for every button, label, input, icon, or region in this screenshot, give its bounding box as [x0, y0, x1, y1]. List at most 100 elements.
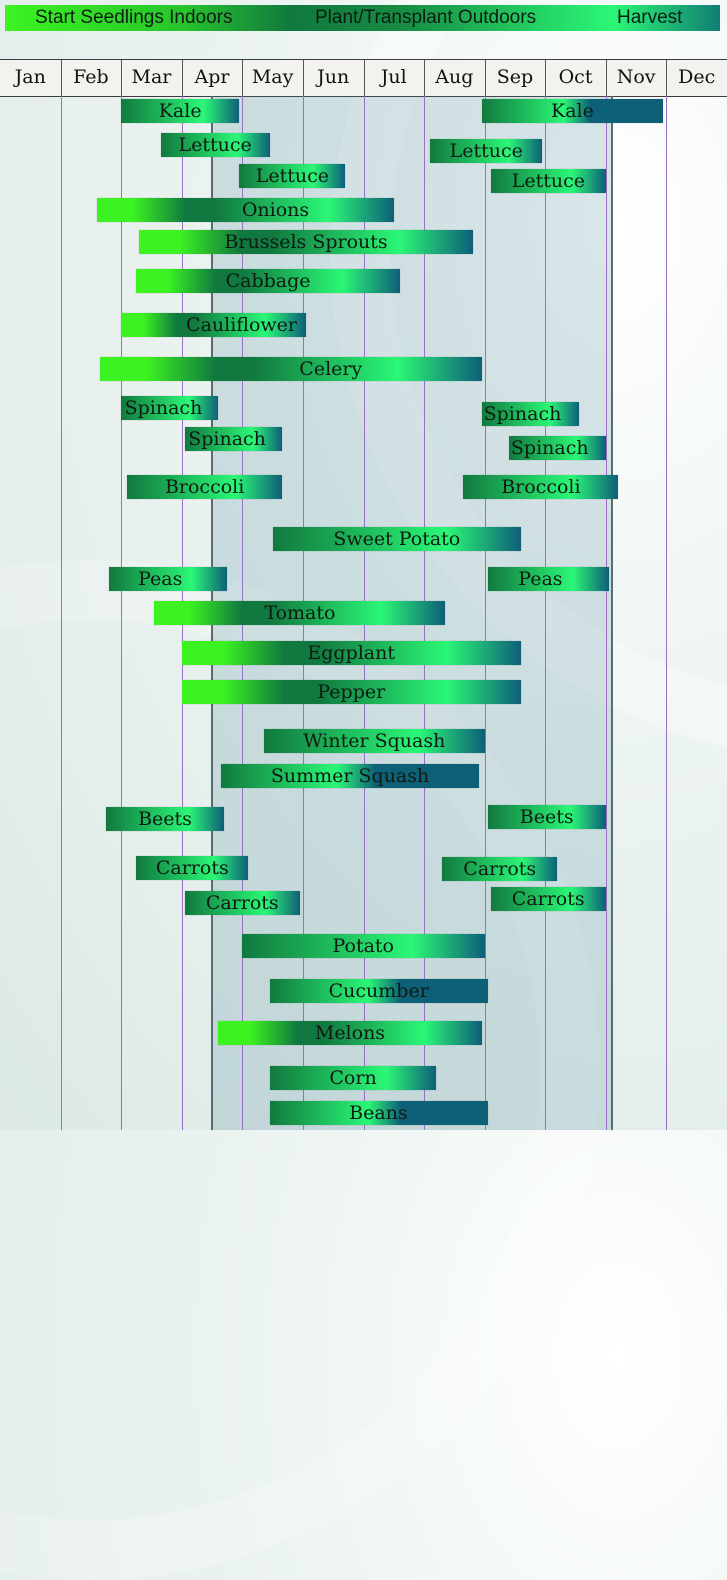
- month-label-jun: Jun: [317, 66, 350, 88]
- crop-bar-winter-squash: Winter Squash: [263, 729, 485, 753]
- month-header: Jan Feb Mar Apr May Jun Jul Aug Sep Oct Nov Dec: [0, 59, 727, 97]
- crop-bar-label: Peas: [518, 568, 563, 590]
- legend-harvest-label: Harvest: [617, 7, 683, 28]
- crop-bar-label: Lettuce: [511, 170, 586, 192]
- crop-bar-label: Lettuce: [255, 165, 330, 187]
- crop-bar-label: Spinach: [483, 403, 562, 425]
- crop-bar-label: Lettuce: [178, 134, 252, 156]
- month-divider: [364, 60, 365, 96]
- crop-bar-label: Melons: [314, 1022, 386, 1044]
- crop-bar-label: Spinach: [124, 397, 203, 419]
- month-label-apr: Apr: [194, 66, 230, 88]
- crop-bar-kale: Kale: [481, 99, 664, 123]
- crop-bar-carrots: Carrots: [136, 856, 249, 880]
- crop-bar-broccoli: Broccoli: [127, 475, 282, 499]
- crop-bar-eggplant: Eggplant: [181, 641, 522, 665]
- crop-bar-label: Corn: [329, 1067, 377, 1089]
- month-label-dec: Dec: [678, 66, 716, 88]
- legend-plant-label: Plant/Transplant Outdoors: [315, 7, 537, 28]
- month-divider: [485, 60, 486, 96]
- crop-bar-lettuce: Lettuce: [430, 139, 543, 163]
- crop-bar-label: Broccoli: [164, 476, 245, 498]
- month-label-sep: Sep: [496, 66, 534, 88]
- crop-bar-spinach: Spinach: [121, 396, 219, 420]
- crop-bar-carrots: Carrots: [442, 857, 558, 881]
- month-grid-line: [545, 96, 546, 1130]
- crop-bar-carrots: Carrots: [490, 887, 606, 911]
- crop-bar-lettuce: Lettuce: [490, 169, 606, 193]
- crop-bar-melons: Melons: [218, 1021, 482, 1045]
- crop-bar-label: Tomato: [264, 602, 336, 624]
- crop-bar-label: Sweet Potato: [333, 528, 461, 550]
- crop-bar-label: Cauliflower: [186, 314, 297, 336]
- month-grid-line: [485, 96, 486, 1130]
- month-label-oct: Oct: [558, 66, 593, 88]
- crop-bar-carrots: Carrots: [184, 891, 300, 915]
- crop-bar-label: Lettuce: [449, 140, 523, 162]
- crop-bar-cauliflower: Cauliflower: [121, 313, 306, 337]
- month-divider: [666, 60, 667, 96]
- crop-bar-brussels-sprouts: Brussels Sprouts: [139, 230, 473, 254]
- crop-bar-label: Celery: [299, 358, 363, 380]
- crop-bar-cabbage: Cabbage: [136, 269, 400, 293]
- crop-bar-label: Potato: [332, 935, 394, 957]
- crop-bar-label: Onions: [241, 199, 310, 221]
- month-label-nov: Nov: [616, 66, 656, 88]
- crop-bar-label: Spinach: [510, 437, 589, 459]
- crop-bar-label: Summer Squash: [270, 765, 430, 787]
- crop-bar-label: Beets: [138, 808, 192, 830]
- crop-bar-spinach: Spinach: [481, 402, 579, 426]
- legend-bar: Start Seedlings Indoors Plant/Transplant…: [5, 5, 720, 31]
- crop-bar-peas: Peas: [109, 567, 228, 591]
- month-label-jan: Jan: [14, 66, 46, 88]
- month-divider: [61, 60, 62, 96]
- month-label-jul: Jul: [380, 66, 407, 88]
- crop-bar-summer-squash: Summer Squash: [221, 764, 479, 788]
- crop-bar-cucumber: Cucumber: [269, 979, 488, 1003]
- crop-bar-label: Carrots: [205, 892, 279, 914]
- crop-bar-label: Kale: [158, 100, 202, 122]
- month-grid-line: [61, 96, 62, 1130]
- crop-bar-lettuce: Lettuce: [160, 133, 270, 157]
- crop-bar-sweet-potato: Sweet Potato: [272, 527, 522, 551]
- crop-bar-tomato: Tomato: [154, 601, 446, 625]
- crop-bar-potato: Potato: [242, 934, 485, 958]
- month-grid-line: [121, 96, 122, 1130]
- legend-start-label: Start Seedlings Indoors: [35, 7, 233, 28]
- crop-bar-spinach: Spinach: [508, 436, 606, 460]
- month-label-aug: Aug: [435, 66, 474, 88]
- crop-bar-pepper: Pepper: [181, 680, 522, 704]
- crop-bar-beets: Beets: [106, 807, 225, 831]
- crop-bar-label: Winter Squash: [303, 730, 446, 752]
- month-divider: [303, 60, 304, 96]
- crop-bar-celery: Celery: [99, 357, 482, 381]
- crop-bar-beans: Beans: [269, 1101, 488, 1125]
- crop-bar-lettuce: Lettuce: [239, 164, 346, 188]
- month-label-mar: Mar: [131, 66, 172, 88]
- crop-bar-label: Carrots: [155, 857, 229, 879]
- crop-bar-spinach: Spinach: [184, 427, 282, 451]
- crop-bar-label: Cabbage: [225, 270, 311, 292]
- month-divider: [121, 60, 122, 96]
- month-divider: [182, 60, 183, 96]
- month-grid-line: [606, 96, 607, 1130]
- crop-bar-label: Peas: [138, 568, 183, 590]
- month-label-feb: Feb: [73, 66, 109, 88]
- crop-bar-kale: Kale: [121, 99, 240, 123]
- month-grid-line: [666, 96, 667, 1130]
- crop-bar-label: Kale: [551, 100, 594, 122]
- crop-bar-label: Eggplant: [307, 642, 396, 664]
- crop-bar-label: Pepper: [317, 681, 386, 703]
- crop-bar-label: Broccoli: [501, 476, 581, 498]
- crop-bar-label: Cucumber: [328, 980, 429, 1002]
- crop-bar-broccoli: Broccoli: [463, 475, 618, 499]
- month-label-may: May: [251, 66, 294, 88]
- crop-bar-label: Beans: [349, 1102, 408, 1124]
- month-divider: [545, 60, 546, 96]
- crop-bar-label: Beets: [519, 806, 574, 828]
- crop-bar-label: Carrots: [463, 858, 537, 880]
- crop-bar-peas: Peas: [487, 567, 609, 591]
- month-divider: [242, 60, 243, 96]
- crop-bar-beets: Beets: [487, 805, 606, 829]
- crop-bar-label: Carrots: [511, 888, 585, 910]
